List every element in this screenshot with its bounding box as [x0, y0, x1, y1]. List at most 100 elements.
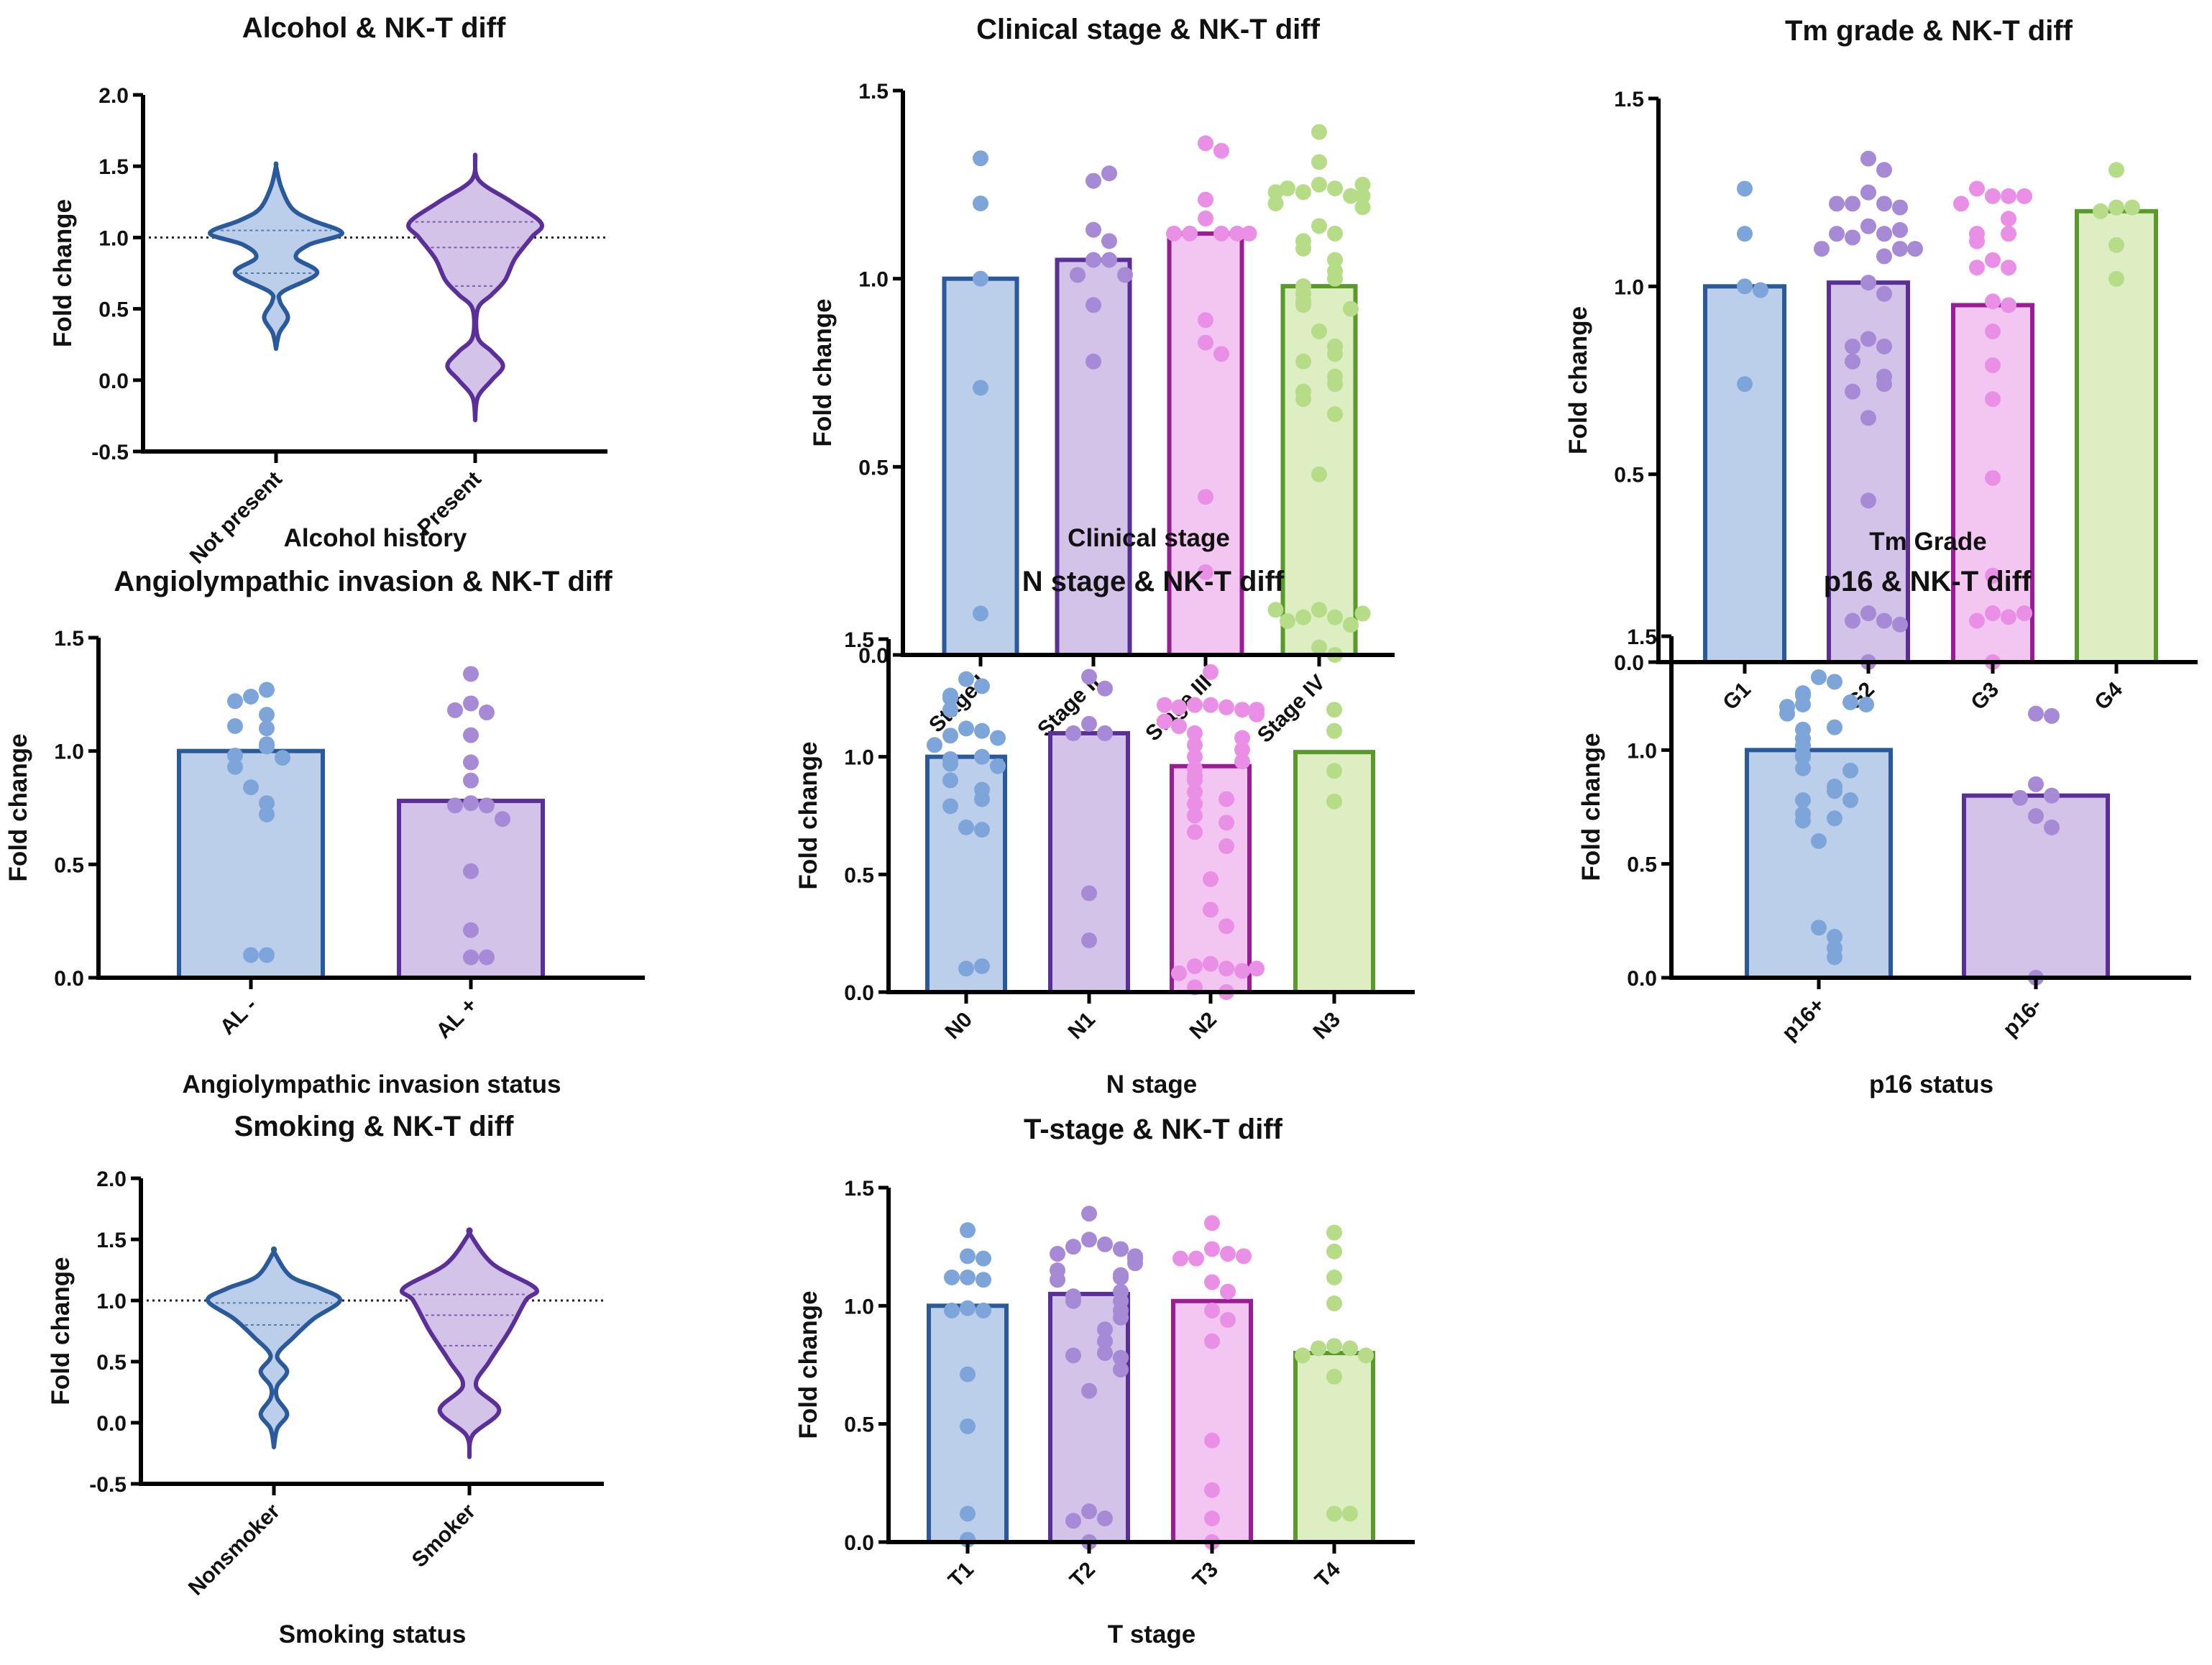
data-point — [1097, 1321, 1113, 1338]
data-point — [1311, 323, 1327, 339]
y-tick-label: 0.5 — [1627, 853, 1657, 877]
chart-title: Angiolympathic invasion & NK-T diff — [114, 566, 612, 597]
bar-2 — [1167, 231, 1244, 658]
data-point — [973, 380, 988, 396]
data-point — [1985, 357, 2001, 374]
data-point — [944, 1269, 960, 1285]
data-point — [1829, 226, 1845, 242]
data-point — [1204, 1510, 1220, 1527]
data-point — [1326, 1269, 1342, 1285]
data-point — [1065, 1347, 1081, 1364]
y-tick-label: 1.5 — [1627, 625, 1657, 649]
chart-panel-5: p16 & NK-T diff 0.0 0.5 1.0 1.5 Fold change p1… — [1577, 566, 2191, 1098]
y-tick-label: 1.0 — [844, 746, 874, 770]
data-point — [1065, 725, 1081, 741]
data-point — [1326, 793, 1342, 809]
data-point — [1311, 218, 1327, 234]
data-point — [1081, 885, 1097, 902]
data-point — [974, 678, 990, 694]
chart-title: Alcohol & NK-T diff — [242, 12, 506, 44]
data-point — [1086, 221, 1101, 238]
x-axis-label: Tm Grade — [1869, 528, 1986, 556]
data-point — [463, 795, 479, 812]
x-axis-label: T stage — [1108, 1620, 1196, 1648]
data-point — [1050, 1246, 1065, 1262]
data-point — [1327, 346, 1343, 362]
data-point — [1842, 792, 1858, 808]
data-point — [1737, 278, 1753, 295]
data-point — [1236, 1248, 1252, 1265]
y-tick-label: 0.0 — [98, 370, 129, 393]
data-point — [2012, 789, 2028, 806]
data-point — [1326, 1338, 1342, 1354]
data-point — [1311, 1340, 1326, 1357]
data-point — [1097, 1510, 1113, 1527]
data-point — [2001, 609, 2016, 625]
data-point — [1220, 1283, 1236, 1300]
data-point — [1203, 871, 1219, 887]
data-point — [1203, 955, 1219, 972]
data-point — [1845, 383, 1860, 400]
y-axis-label: Fold change — [1564, 306, 1592, 454]
data-point — [1827, 949, 1842, 965]
data-point — [960, 1366, 976, 1382]
y-tick-label: 2.0 — [96, 1168, 127, 1191]
violin-1 — [400, 1227, 539, 1459]
data-point — [1081, 1382, 1097, 1399]
bar-0 — [1745, 748, 1893, 981]
data-point — [227, 747, 243, 763]
bar-0 — [1703, 284, 1786, 665]
data-point — [1311, 154, 1327, 170]
data-point — [259, 682, 275, 698]
data-point — [1229, 225, 1245, 242]
data-point — [1892, 241, 1908, 257]
data-point — [1187, 748, 1203, 765]
data-point — [243, 947, 259, 963]
data-point — [973, 150, 988, 167]
data-point — [1342, 1505, 1358, 1522]
y-tick-label: 0.0 — [1627, 967, 1657, 991]
data-point — [1311, 602, 1327, 618]
chart-panel-4: N stage & NK-T diff 0.0 0.5 1.0 1.5 Fold chan… — [794, 566, 1415, 1098]
data-point — [1213, 225, 1229, 242]
y-tick-label: 1.5 — [1614, 88, 1644, 111]
data-point — [1969, 613, 1985, 629]
y-axis-label: Fold change — [809, 298, 837, 446]
chart-title: Tm grade & NK-T diff — [1785, 15, 2073, 47]
data-point — [1326, 723, 1342, 739]
data-point — [1065, 1239, 1081, 1255]
data-point — [1311, 466, 1327, 482]
data-point — [1814, 241, 1830, 257]
x-tick-label: N1 — [1063, 1008, 1099, 1044]
y-tick-label: 1.5 — [844, 1177, 874, 1201]
data-point — [1267, 602, 1284, 618]
data-point — [2016, 605, 2032, 622]
y-tick-label: 1.5 — [98, 155, 129, 179]
chart-panel-6: Smoking & NK-T diff -0.5 0.0 0.5 1.0 1.5 2.0 Fo… — [47, 1111, 604, 1648]
data-point — [2093, 203, 2108, 219]
data-point — [1860, 605, 1876, 622]
y-axis-label: Fold change — [4, 733, 32, 881]
data-point — [960, 1248, 976, 1265]
chart-panel-0: Alcohol & NK-T diff -0.5 0.0 0.5 1.0 1.5 2.0 Fo… — [49, 12, 607, 569]
data-point — [1097, 1236, 1113, 1252]
data-point — [1860, 410, 1876, 426]
data-point — [1343, 301, 1359, 317]
data-point — [1157, 697, 1172, 713]
x-tick-label: p16- — [1998, 994, 2047, 1042]
data-point — [463, 695, 479, 712]
data-point — [1295, 297, 1311, 313]
data-point — [1219, 960, 1234, 977]
data-point — [973, 605, 988, 622]
data-point — [942, 798, 958, 815]
data-point — [1892, 221, 1908, 238]
data-point — [479, 797, 495, 814]
chart-panel-1: Clinical stage & NK-T diff 0.0 0.5 1.0 1.5 Fo… — [809, 14, 1395, 748]
data-point — [1985, 605, 2001, 622]
chart-title: T-stage & NK-T diff — [1024, 1114, 1283, 1145]
data-point — [479, 949, 495, 965]
data-point — [1187, 807, 1203, 824]
data-point — [1795, 792, 1811, 808]
data-point — [1187, 725, 1203, 741]
data-point — [974, 723, 990, 739]
